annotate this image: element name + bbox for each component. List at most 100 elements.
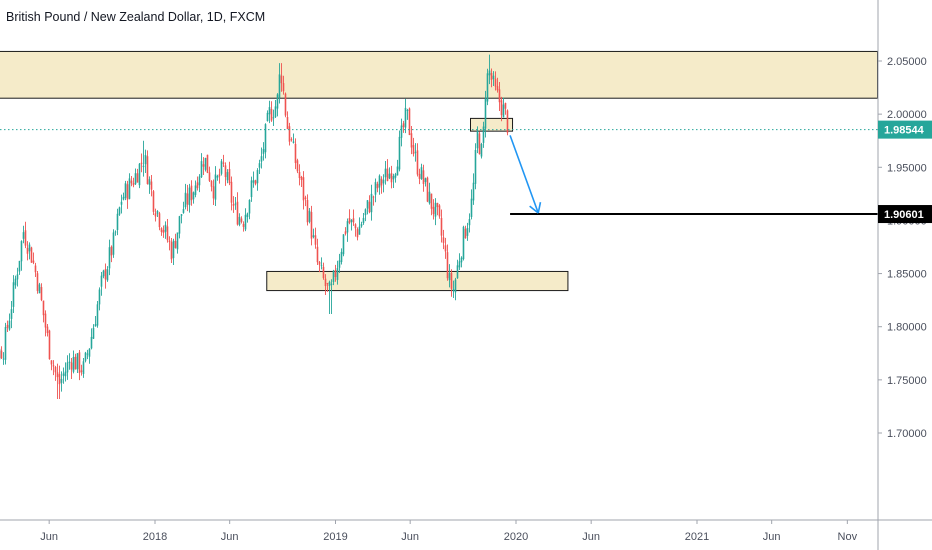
candle-body <box>250 180 253 198</box>
candle-body <box>202 164 205 167</box>
candle-body <box>452 289 455 292</box>
candle-body <box>36 273 39 291</box>
candle-body <box>78 352 81 374</box>
candle-body <box>276 94 279 109</box>
candle-body <box>8 320 11 330</box>
candle-body <box>482 126 485 143</box>
candle-body <box>178 216 181 234</box>
candle-body <box>266 112 269 122</box>
candle-body <box>244 214 247 230</box>
candle-body <box>26 247 29 254</box>
candle-body <box>454 279 457 293</box>
candle-body <box>20 241 23 262</box>
candle-body <box>84 352 87 361</box>
candle-body <box>440 217 443 236</box>
candle-body <box>6 324 9 328</box>
candle-body <box>260 156 263 162</box>
retest-zone[interactable] <box>470 117 514 132</box>
time-scale[interactable] <box>0 520 932 550</box>
candle-body <box>374 182 377 195</box>
candle-body <box>34 265 37 273</box>
candle-body <box>0 350 3 359</box>
candle-body <box>432 206 435 215</box>
candle-body <box>456 265 459 279</box>
candle-body <box>186 193 189 205</box>
candle-body <box>492 75 495 80</box>
candle-body <box>366 200 369 209</box>
candle-body <box>428 191 431 204</box>
candle-body <box>376 183 379 189</box>
candle-body <box>486 73 489 102</box>
candle-body <box>14 278 17 286</box>
candle-body <box>278 74 281 98</box>
candle-body <box>294 143 297 163</box>
candle-body <box>150 181 153 190</box>
target-price-badge-label: 1.90601 <box>884 209 924 221</box>
candle-body <box>478 133 481 155</box>
candle-body <box>44 313 47 328</box>
candle-body <box>208 172 211 181</box>
candle-body <box>448 273 451 281</box>
candle-body <box>300 176 303 180</box>
candle-body <box>118 207 121 215</box>
candle-body <box>68 361 71 363</box>
candle-body <box>60 378 63 383</box>
candle-body <box>226 172 229 181</box>
candle-body <box>336 268 339 280</box>
candle-body <box>386 168 389 182</box>
projection-arrow[interactable] <box>509 135 540 214</box>
candle-body <box>370 193 373 213</box>
candle-body <box>248 199 251 214</box>
candle-body <box>198 176 201 186</box>
chart-title: British Pound / New Zealand Dollar, 1D, … <box>6 10 266 24</box>
candle-body <box>24 230 27 246</box>
price-scale[interactable] <box>878 0 932 550</box>
candle-body <box>32 260 35 263</box>
candle-body <box>298 171 301 179</box>
candle-body <box>462 226 465 260</box>
candle-body <box>316 246 319 263</box>
candle-body <box>490 73 493 80</box>
x-tick-label: 2021 <box>685 531 709 543</box>
candle-body <box>268 107 271 115</box>
x-tick-label: Jun <box>582 531 600 543</box>
candle-body <box>18 260 21 272</box>
candle-body <box>272 117 275 119</box>
x-tick-label: Jun <box>763 531 781 543</box>
candle-body <box>180 214 183 216</box>
candle-body <box>126 184 129 200</box>
current-price-badge <box>878 120 932 139</box>
resistance-zone[interactable] <box>0 50 879 99</box>
candle-body <box>420 167 423 180</box>
support-zone[interactable] <box>266 270 569 292</box>
candle-body <box>392 175 395 180</box>
x-tick-label: Nov <box>838 531 858 543</box>
candle-body <box>112 232 115 255</box>
candle-body <box>476 130 479 149</box>
candle-body <box>158 213 161 228</box>
candle-body <box>348 218 351 224</box>
projection-arrow-head <box>529 205 539 214</box>
candle-body <box>72 356 75 372</box>
candle-body <box>194 185 197 195</box>
candle-body <box>284 93 287 116</box>
candle-body <box>442 237 445 243</box>
candle-body <box>160 228 163 232</box>
candle-body <box>124 183 127 198</box>
candle-body <box>22 232 25 239</box>
candle-body <box>4 327 7 360</box>
candle-body <box>86 353 89 355</box>
candle-body <box>62 373 65 376</box>
candle-body <box>30 247 33 263</box>
candle-body <box>416 150 419 175</box>
candle-body <box>350 219 353 223</box>
candle-body <box>320 265 323 267</box>
candle-body <box>308 210 311 222</box>
candle-body <box>236 201 239 225</box>
candle-body <box>192 192 195 200</box>
candle-body <box>368 201 371 213</box>
candle-body <box>422 170 425 184</box>
